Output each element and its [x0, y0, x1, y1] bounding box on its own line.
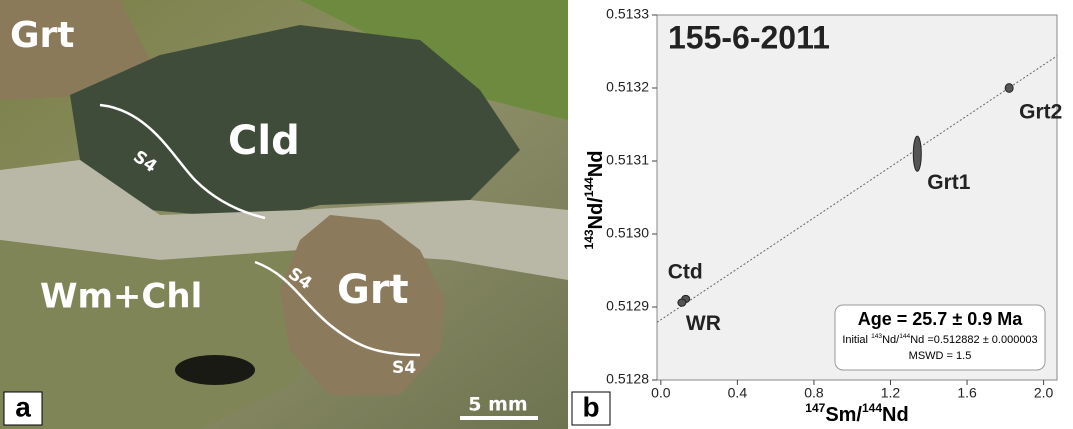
- mineral-label: Wm+Chl: [40, 277, 202, 317]
- chart-title: 155-6-2011: [668, 19, 830, 55]
- mineral-label: Grt: [337, 267, 409, 313]
- opaque-grain: [175, 355, 255, 385]
- matrix: [0, 240, 300, 429]
- label-text: Sm/: [825, 404, 862, 426]
- y-tick-label: 0.5130: [606, 225, 649, 241]
- panel-label: b: [582, 391, 599, 422]
- point-label: Ctd: [668, 261, 703, 284]
- scale-bar-label: 5 mm: [468, 394, 527, 416]
- y-tick-label: 0.5133: [606, 6, 649, 22]
- mineral-label: Grt: [10, 15, 75, 56]
- error-ellipse: [1005, 84, 1013, 93]
- y-tick-label: 0.5129: [606, 298, 649, 314]
- label-text: Nd/: [882, 334, 900, 346]
- mineral-label: Cld: [228, 118, 300, 164]
- y-tick-label: 0.5128: [606, 371, 649, 387]
- x-tick-label: 0.4: [728, 385, 748, 401]
- age-result: Age = 25.7 ± 0.9 Ma: [858, 309, 1023, 329]
- label-text: Initial: [842, 334, 871, 346]
- superscript: 143: [582, 229, 596, 249]
- label-text: Nd/: [585, 197, 607, 230]
- superscript: 147: [805, 401, 825, 415]
- mswd: MSWD = 1.5: [909, 350, 972, 362]
- point-label: Grt2: [1019, 101, 1062, 124]
- y-tick-label: 0.5132: [606, 79, 649, 95]
- superscript: 144: [582, 177, 596, 197]
- y-tick-label: 0.5131: [606, 152, 649, 168]
- error-ellipse: [678, 299, 686, 306]
- superscript: 144: [899, 333, 910, 340]
- label-text: Nd =0.512882 ± 0.000003: [910, 334, 1037, 346]
- x-tick-label: 2.0: [1034, 385, 1054, 401]
- label-text: Nd: [585, 151, 607, 178]
- figure: Grt Cld S4 S4 S4 Grt Wm+Chl 5 mm a 155-6…: [0, 0, 1073, 429]
- superscript: 144: [862, 401, 882, 415]
- foliation-label: S4: [392, 358, 416, 378]
- x-tick-label: 1.6: [957, 385, 977, 401]
- superscript: 143: [871, 333, 882, 340]
- x-tick-label: 0.8: [804, 385, 824, 401]
- panel-label: a: [15, 391, 31, 422]
- label-text: Nd: [882, 404, 909, 426]
- point-label: WR: [686, 312, 721, 335]
- x-tick-label: 1.2: [881, 385, 901, 401]
- photomicrograph: Grt Cld S4 S4 S4 Grt Wm+Chl 5 mm a: [0, 0, 568, 429]
- point-label: Grt1: [927, 171, 971, 194]
- x-tick-label: 0.0: [651, 385, 671, 401]
- error-ellipse: [913, 136, 921, 171]
